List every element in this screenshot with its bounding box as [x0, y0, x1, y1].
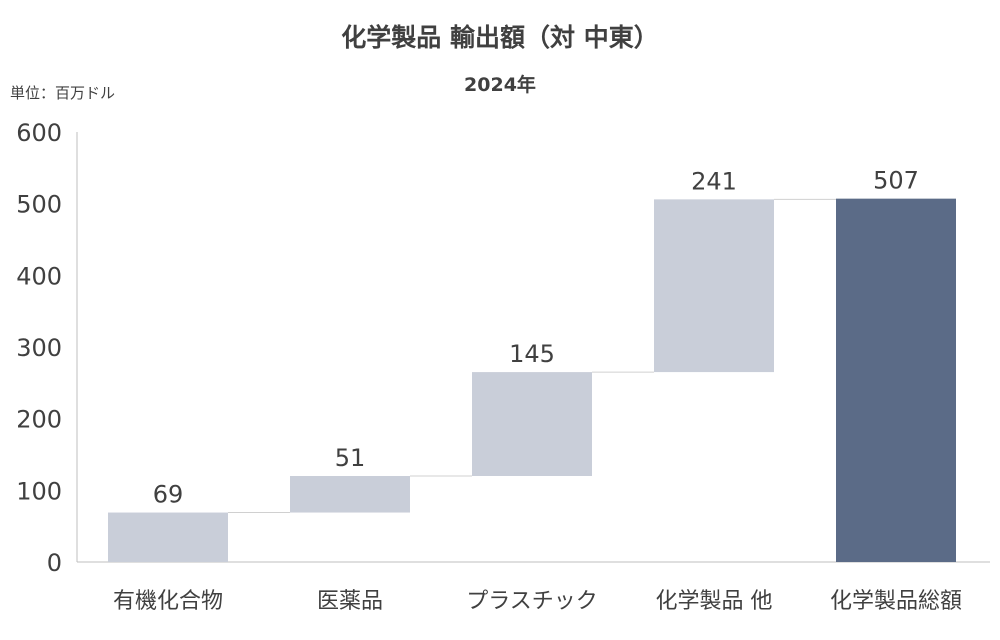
chart-subtitle: 2024年 [464, 74, 536, 96]
unit-label: 単位：百万ドル [10, 84, 116, 102]
y-tick-label: 300 [16, 334, 62, 362]
y-tick-label: 400 [16, 262, 62, 290]
y-tick-label: 200 [16, 406, 62, 434]
increment-bar [290, 476, 410, 513]
data-label: 241 [691, 167, 737, 195]
increment-bar [472, 372, 592, 476]
data-label: 69 [153, 481, 184, 509]
data-label: 507 [873, 167, 919, 195]
category-label: 化学製品 他 [656, 589, 773, 614]
increment-bar [108, 512, 228, 562]
total-bar [836, 198, 956, 562]
y-tick-label: 600 [16, 119, 62, 147]
y-tick-label: 500 [16, 191, 62, 219]
y-tick-label: 0 [47, 549, 62, 577]
category-label: 医薬品 [317, 589, 383, 614]
increment-bar [654, 199, 774, 373]
y-tick-label: 100 [16, 477, 62, 505]
category-label: 有機化合物 [113, 589, 223, 614]
data-label: 51 [335, 444, 366, 472]
data-label: 145 [509, 340, 555, 368]
category-label: 化学製品総額 [830, 589, 962, 614]
chart-title: 化学製品 輸出額（対 中東） [341, 23, 659, 52]
category-label: プラスチック [466, 589, 598, 614]
